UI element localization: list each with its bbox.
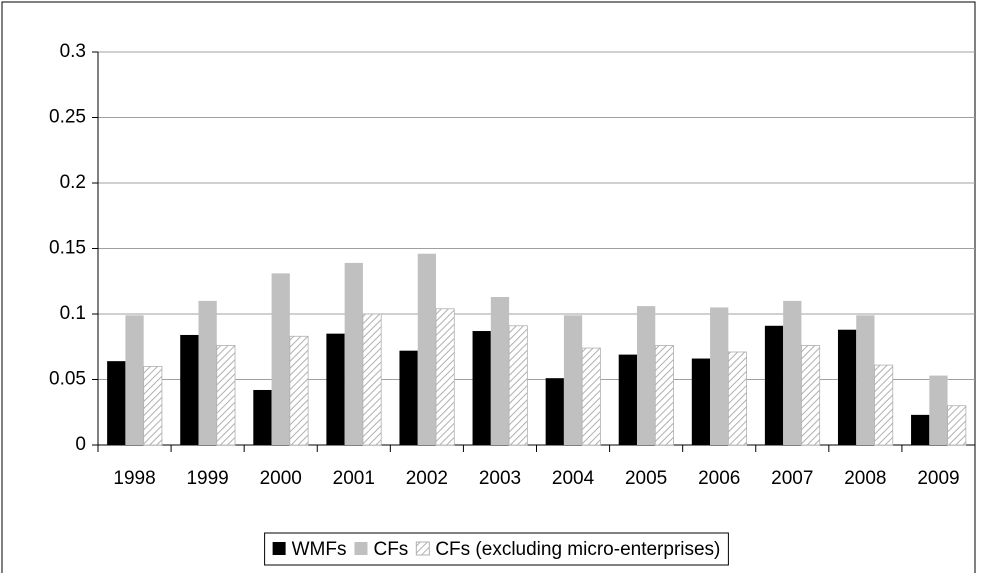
x-tick-label: 1998 (113, 468, 155, 489)
bar (143, 365, 163, 446)
bar (710, 307, 729, 445)
bar (783, 300, 802, 445)
legend-swatch (354, 542, 368, 555)
legend-swatch (415, 541, 430, 556)
bar (417, 253, 437, 445)
x-tick-label: 2004 (552, 468, 595, 489)
x-tick-label: 1999 (186, 468, 228, 489)
bar (289, 335, 309, 446)
bar (198, 300, 217, 445)
bar (856, 315, 875, 445)
bar (727, 351, 748, 446)
bar (271, 273, 290, 445)
bar (654, 345, 674, 446)
x-tick-label: 2003 (479, 468, 521, 489)
y-tick-label: 0.25 (49, 107, 86, 128)
legend-label: WMFs (292, 539, 347, 560)
bar (874, 364, 894, 446)
bar (107, 361, 126, 445)
bar (947, 405, 967, 446)
bar (636, 306, 656, 445)
bar (472, 331, 491, 445)
bar (837, 329, 857, 445)
legend-box (264, 532, 729, 566)
bar (508, 325, 528, 446)
bar (618, 354, 637, 445)
x-tick-label: 2008 (844, 468, 886, 489)
x-tick-label: 2005 (625, 468, 667, 489)
bar (911, 414, 930, 445)
x-tick-label: 2006 (698, 468, 740, 489)
y-tick-label: 0 (75, 434, 86, 455)
bar (691, 358, 711, 445)
bar (362, 313, 382, 446)
x-tick-label: 2007 (771, 468, 813, 489)
bar (929, 375, 948, 445)
bar (801, 345, 821, 446)
y-tick-label: 0.1 (60, 303, 86, 324)
bar (125, 315, 144, 445)
bar (253, 389, 272, 445)
bar (399, 350, 418, 445)
y-tick-label: 0.15 (49, 238, 86, 259)
y-tick-label: 0.3 (60, 41, 86, 62)
bar (344, 262, 363, 445)
bar (490, 296, 510, 445)
bar (435, 308, 455, 446)
x-tick-label: 2000 (260, 468, 302, 489)
legend-label: CFs (373, 539, 408, 560)
legend: WMFs CFs CFs (excluding micro-enterprises) (264, 532, 729, 566)
legend-label: CFs (excluding micro-enterprises) (435, 539, 720, 560)
legend-swatch (272, 542, 286, 555)
x-tick-label: 2009 (917, 468, 959, 489)
bar (764, 325, 784, 445)
bar (563, 315, 583, 445)
x-tick-label: 2002 (406, 468, 448, 489)
y-tick-label: 0.05 (49, 369, 86, 390)
bar (326, 333, 345, 445)
bar (545, 378, 564, 445)
bar (216, 345, 236, 446)
y-tick-label: 0.2 (60, 172, 86, 193)
x-tick-label: 2001 (333, 468, 375, 489)
bar (180, 334, 199, 445)
bar (581, 347, 601, 446)
